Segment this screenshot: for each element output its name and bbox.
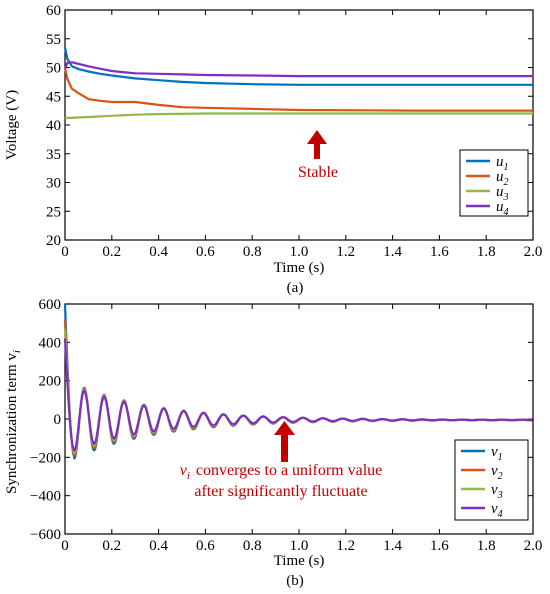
line-v4 [63, 338, 534, 452]
xtick-label: 0.6 [196, 244, 215, 260]
xtick-label: 1.6 [430, 244, 449, 260]
xtick-label: 2.0 [524, 538, 543, 554]
xtick-label: 0 [61, 538, 69, 554]
xtick-label: 1.6 [430, 538, 449, 554]
xtick-label: 0.2 [102, 244, 121, 260]
panel-b: 0 0.2 0.4 0.6 0.8 1.0 1.2 1.4 1.6 1.8 2.0 600 400 200… [4, 297, 542, 589]
converge-arrow [274, 421, 295, 462]
legend-label-u3: u3 [496, 184, 509, 203]
legend-label-u1: u1 [496, 154, 509, 173]
panel-label-a: (a) [287, 280, 304, 296]
series-lines-a [63, 47, 533, 120]
xtick-label: 0.8 [243, 538, 262, 554]
stable-arrow [307, 130, 327, 159]
stable-annotation: Stable [298, 164, 338, 181]
xtick-label: 1.0 [290, 538, 309, 554]
legend-label-v2: v2 [491, 463, 503, 482]
converge-annotation-line1: vi converges to a uniform value [180, 462, 382, 482]
ytick-label: 400 [39, 335, 62, 351]
xtick-label: 1.2 [336, 538, 355, 554]
line-u1 [63, 47, 533, 86]
line-u3 [64, 112, 533, 120]
panel-label-b: (b) [286, 573, 304, 589]
ylabel-a: Voltage (V) [4, 90, 20, 160]
xlabel-a: Time (s) [274, 260, 325, 276]
legend-label-v4: v4 [491, 501, 503, 520]
ytick-label: 45 [46, 89, 61, 105]
xlabel-b: Time (s) [274, 553, 325, 569]
ylabel-b: Synchronization term vi [4, 350, 23, 494]
xtick-label: 1.4 [383, 244, 402, 260]
ytick-label: 55 [46, 32, 61, 48]
ytick-label: 40 [46, 118, 61, 134]
series-lines-b [63, 303, 534, 460]
ytick-label: 35 [46, 147, 61, 163]
ytick-label: 30 [46, 176, 61, 192]
panel-a: 0 0.2 0.4 0.6 0.8 1.0 1.2 1.4 1.6 1.8 2.0 20 25 30 35 4… [4, 3, 542, 296]
legend-label-v1: v1 [491, 444, 503, 463]
ytick-label: −600 [30, 527, 61, 543]
ytick-label: 25 [46, 204, 61, 220]
ytick-label: −200 [30, 450, 61, 466]
xtick-label: 1.4 [383, 538, 402, 554]
ytick-label: 50 [46, 61, 61, 77]
ytick-label: 600 [39, 297, 62, 313]
line-u4 [63, 61, 533, 78]
line-u2 [63, 67, 533, 112]
converge-annotation-line2: after significantly fluctuate [194, 483, 367, 500]
legend-label-u4: u4 [496, 199, 509, 218]
xtick-label: 2.0 [524, 244, 543, 260]
ytick-label: 0 [54, 412, 62, 428]
xtick-label: 0.2 [102, 538, 121, 554]
legend-label-v3: v3 [491, 482, 503, 501]
xtick-label: 1.2 [336, 244, 355, 260]
xtick-label: 0.4 [149, 244, 168, 260]
ytick-label: 60 [46, 3, 61, 19]
ticks-a: 0 0.2 0.4 0.6 0.8 1.0 1.2 1.4 1.6 1.8 2.0 20 25 30 35 4… [46, 3, 542, 260]
xtick-label: 1.0 [290, 244, 309, 260]
legend-label-u2: u2 [496, 169, 509, 188]
xtick-label: 0 [61, 244, 69, 260]
xtick-label: 0.6 [196, 538, 215, 554]
ytick-label: 200 [39, 374, 62, 390]
xtick-label: 0.4 [149, 538, 168, 554]
ytick-label: 20 [46, 233, 61, 249]
xtick-label: 1.8 [477, 244, 496, 260]
xtick-label: 0.8 [243, 244, 262, 260]
ticks-b: 0 0.2 0.4 0.6 0.8 1.0 1.2 1.4 1.6 1.8 2.0 600 400 200… [30, 297, 542, 554]
ytick-label: −400 [30, 489, 61, 505]
xtick-label: 1.8 [477, 538, 496, 554]
